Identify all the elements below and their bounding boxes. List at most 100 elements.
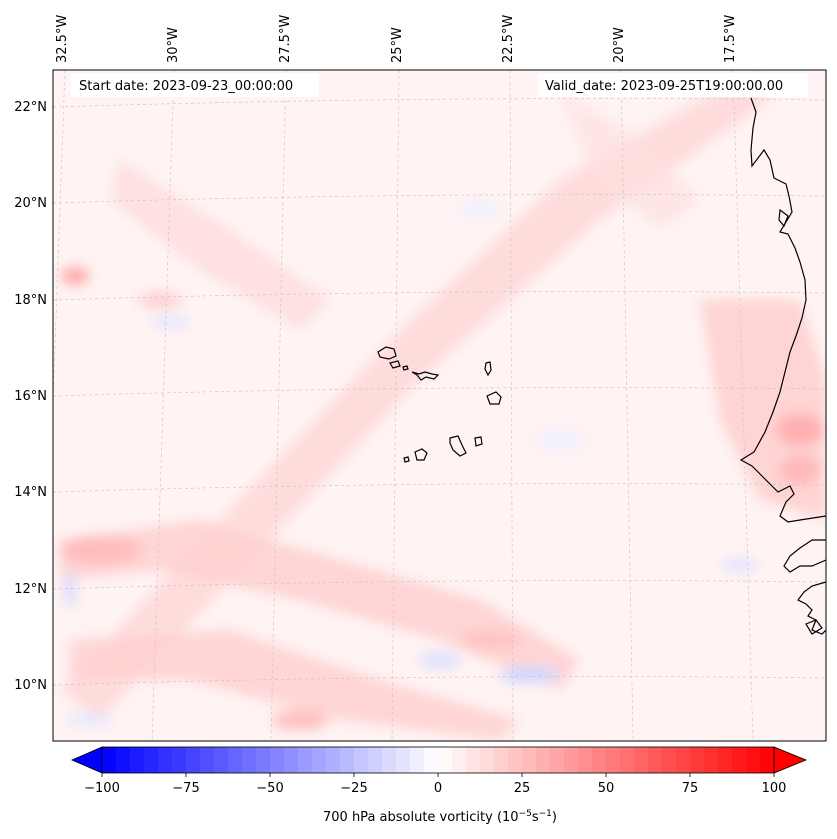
- map-panel: Start date: 2023-09-23_00:00:00 Valid_da…: [53, 70, 826, 741]
- colorbar-cell: [410, 747, 425, 773]
- meridian-line: [732, 70, 754, 741]
- coastlines: [739, 97, 826, 635]
- parallel-line: [53, 483, 826, 493]
- lat-label: 20°N: [14, 196, 47, 211]
- colorbar-tick-label: 50: [598, 781, 615, 796]
- colorbar-cell: [186, 747, 201, 773]
- latitude-labels: 22°N 20°N 18°N 16°N 14°N 12°N 10°N: [14, 100, 47, 693]
- lat-label: 16°N: [14, 389, 47, 404]
- colorbar-cell: [466, 747, 481, 773]
- positive-vorticity-patch: [460, 630, 520, 650]
- colorbar-cell: [620, 747, 635, 773]
- island-fogo: [414, 448, 428, 461]
- island-santo-antao: [377, 346, 397, 360]
- negative-vorticity-patch: [418, 652, 462, 668]
- lon-label: 17.5°W: [723, 15, 738, 63]
- lon-label: 30°W: [166, 27, 181, 63]
- parallel-line: [53, 291, 826, 301]
- start-date-box: [71, 73, 319, 97]
- negative-vorticity-patch: [534, 432, 586, 448]
- meridian-line: [53, 70, 66, 401]
- positive-vorticity-patch: [61, 267, 89, 285]
- start-date-label: Start date: 2023-09-23_00:00:00: [79, 79, 293, 94]
- negative-vorticity-patch: [66, 714, 114, 726]
- lat-label: 14°N: [14, 485, 47, 500]
- colorbar-cell: [172, 747, 187, 773]
- positive-vorticity-band: [70, 630, 520, 740]
- lat-label: 10°N: [14, 678, 47, 693]
- colorbar-tick-label: −25: [340, 781, 367, 796]
- colorbar-cell: [564, 747, 579, 773]
- meridian-line: [391, 70, 400, 741]
- lon-label: 20°W: [612, 27, 627, 63]
- colorbar-cell: [662, 747, 677, 773]
- colorbar-cell: [354, 747, 369, 773]
- colorbar-cell: [522, 747, 537, 773]
- positive-vorticity-band: [110, 160, 330, 330]
- colorbar-cell: [508, 747, 523, 773]
- africa-coastline-detail: [778, 208, 789, 228]
- colorbar-tick-label: −100: [84, 781, 120, 796]
- island-boa-vista: [486, 391, 502, 405]
- colorbar-cell: [312, 747, 327, 773]
- negative-vorticity-patch: [500, 666, 560, 684]
- colorbar-cell: [648, 747, 663, 773]
- colorbar-ticks: −100 −75 −50 −25 0 25 50 75 100: [84, 773, 786, 796]
- island-sal: [484, 361, 492, 377]
- positive-vorticity-patch: [60, 536, 140, 564]
- island-brava: [403, 456, 410, 463]
- colorbar-cell: [214, 747, 229, 773]
- lon-label: 25°W: [390, 27, 405, 63]
- lon-label: 27.5°W: [278, 15, 293, 63]
- colorbar-tick-label: −75: [172, 781, 199, 796]
- valid-date-box: [538, 73, 808, 97]
- colorbar-cell: [284, 747, 299, 773]
- colorbar-cell: [634, 747, 649, 773]
- negative-vorticity-patch: [64, 572, 76, 608]
- colorbar-cell: [326, 747, 341, 773]
- colorbar-cell: [200, 747, 215, 773]
- colorbar-cell: [340, 747, 355, 773]
- positive-vorticity-patch: [138, 292, 182, 308]
- colorbar-cell: [718, 747, 733, 773]
- colorbar: −100 −75 −50 −25 0 25 50 75 100 700 hPa absolute…: [70, 746, 808, 825]
- negative-vorticity-patch: [460, 202, 500, 218]
- colorbar-cell: [760, 747, 775, 773]
- colorbar-cell: [256, 747, 271, 773]
- colorbar-cells: [102, 747, 775, 773]
- island-maio: [474, 436, 483, 447]
- colorbar-cell: [494, 747, 509, 773]
- positive-vorticity-patch: [272, 710, 328, 730]
- colorbar-tick-label: 0: [434, 781, 442, 796]
- island-sao-nicolau: [411, 371, 440, 381]
- colorbar-cell: [438, 747, 453, 773]
- colorbar-tick-label: 25: [514, 781, 531, 796]
- colorbar-cell: [676, 747, 691, 773]
- lon-label: 32.5°W: [55, 15, 70, 63]
- cape-verde-islands: [377, 346, 502, 463]
- colorbar-tick-label: 75: [682, 781, 699, 796]
- colorbar-cell: [130, 747, 145, 773]
- parallel-line: [53, 580, 826, 590]
- parallel-line: [53, 387, 826, 397]
- parallel-line: [53, 98, 826, 108]
- map-frame: [52, 69, 827, 742]
- colorbar-cell: [578, 747, 593, 773]
- lat-label: 22°N: [14, 100, 47, 115]
- colorbar-cell: [270, 747, 285, 773]
- positive-vorticity-patch: [780, 456, 820, 484]
- valid-date-label: Valid_date: 2023-09-25T19:00:00.00: [545, 79, 783, 94]
- negative-vorticity-patch: [150, 316, 190, 328]
- island-sao-vicente: [389, 360, 401, 369]
- colorbar-cell: [592, 747, 607, 773]
- colorbar-cell: [606, 747, 621, 773]
- colorbar-cell: [452, 747, 467, 773]
- lat-label: 12°N: [14, 582, 47, 597]
- africa-coastline-detail: [805, 619, 823, 635]
- colorbar-cell: [690, 747, 705, 773]
- parallel-line: [53, 676, 826, 686]
- meridian-line: [509, 70, 514, 741]
- colorbar-cell: [746, 747, 761, 773]
- island-santiago: [449, 435, 467, 457]
